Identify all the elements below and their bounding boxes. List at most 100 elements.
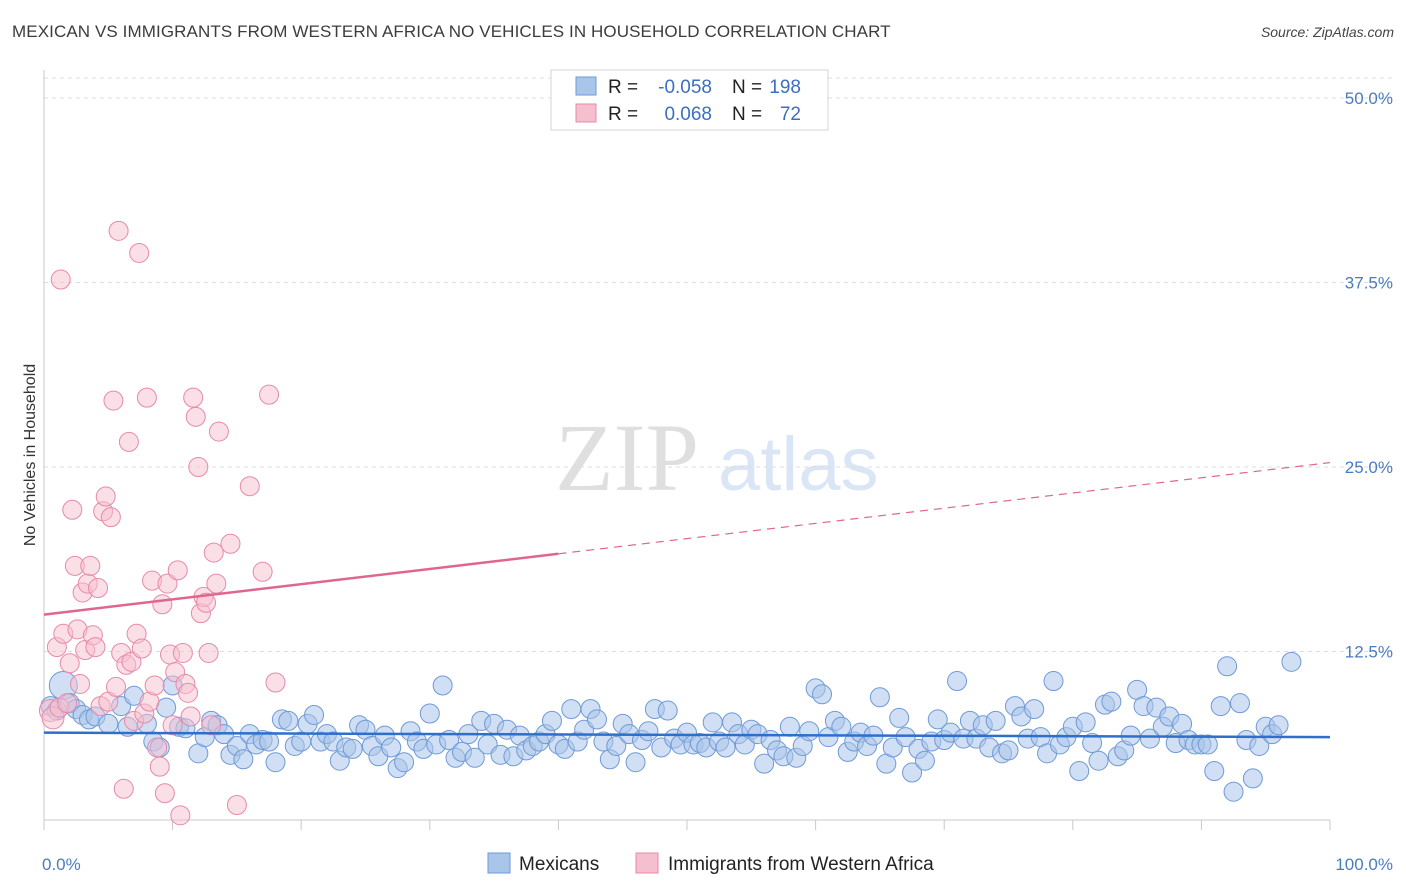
- point-western-africa-68: [239, 476, 260, 497]
- gridlines: [44, 77, 1393, 652]
- series-western-africa-points: [38, 220, 286, 826]
- bottom-legend-swatch-western-africa: [635, 852, 659, 874]
- trend-mexicans: [43, 731, 1331, 739]
- point-western-africa-34: [129, 242, 150, 263]
- point-mexicans-101: [715, 737, 736, 758]
- point-western-africa-70: [259, 384, 280, 405]
- point-western-africa-56: [185, 406, 206, 427]
- legend-r-value-1: -0.058: [658, 77, 712, 98]
- bottom-legend: Mexicans Immigrants from Western Africa: [487, 852, 934, 875]
- point-western-africa-23: [100, 507, 121, 528]
- point-mexicans-137: [947, 671, 968, 692]
- point-mexicans-149: [1024, 699, 1045, 720]
- point-western-africa-71: [265, 672, 286, 693]
- point-western-africa-67: [226, 795, 247, 816]
- watermark: ZIP atlas: [555, 404, 879, 511]
- legend-box: R = -0.058 N = 198 R = 0.068 N = 72: [550, 69, 829, 131]
- point-mexicans-37: [304, 704, 325, 725]
- point-mexicans-26: [233, 749, 254, 770]
- point-western-africa-54: [180, 706, 201, 727]
- point-mexicans-176: [1197, 734, 1218, 755]
- point-mexicans-145: [998, 740, 1019, 761]
- legend-n-value-2: 72: [780, 104, 801, 125]
- point-western-africa-6: [57, 693, 78, 714]
- point-western-africa-25: [106, 676, 127, 697]
- point-mexicans-116: [812, 684, 833, 705]
- point-mexicans-81: [586, 709, 607, 730]
- legend-n-label-1: N =: [732, 77, 762, 98]
- point-western-africa-24: [103, 390, 124, 411]
- bottom-legend-swatch-mexicans: [487, 852, 511, 874]
- point-mexicans-62: [464, 747, 485, 768]
- point-western-africa-40: [144, 675, 165, 696]
- legend-r-label-1: R =: [608, 77, 638, 98]
- point-mexicans-161: [1101, 691, 1122, 712]
- trend-western-africa-solid: [43, 552, 559, 616]
- point-western-africa-55: [183, 387, 204, 408]
- trend-western-africa-dashed: [558, 461, 1331, 555]
- point-western-africa-64: [206, 573, 227, 594]
- watermark-atlas: atlas: [718, 422, 879, 507]
- point-western-africa-15: [80, 555, 101, 576]
- point-western-africa-41: [147, 737, 168, 758]
- point-western-africa-11: [70, 673, 91, 694]
- point-mexicans-152: [1043, 671, 1064, 692]
- point-mexicans-188: [1281, 651, 1302, 672]
- point-western-africa-17: [85, 637, 106, 658]
- point-mexicans-179: [1217, 656, 1238, 677]
- point-mexicans-177: [1204, 761, 1225, 782]
- point-western-africa-28: [113, 778, 134, 799]
- bottom-legend-western-africa: Immigrants from Western Africa: [668, 854, 934, 875]
- point-western-africa-69: [252, 561, 273, 582]
- point-mexicans-178: [1210, 696, 1231, 717]
- point-mexicans-92: [657, 700, 678, 721]
- source-label: Source: ZipAtlas.com: [1260, 24, 1394, 40]
- y-axis-label: No Vehicles in Household: [22, 364, 39, 546]
- x-tick-marks: [43, 820, 1331, 830]
- legend-n-label-2: N =: [732, 104, 762, 125]
- point-western-africa-49: [167, 560, 188, 581]
- point-mexicans-134: [927, 709, 948, 730]
- y-tick-label-3: 50.0%: [1345, 89, 1393, 108]
- point-mexicans-128: [889, 707, 910, 728]
- point-western-africa-30: [118, 431, 139, 452]
- point-mexicans-129: [895, 727, 916, 748]
- point-mexicans-30: [259, 731, 280, 752]
- point-western-africa-26: [108, 220, 129, 241]
- point-mexicans-114: [799, 721, 820, 742]
- point-mexicans-107: [754, 753, 775, 774]
- point-mexicans-119: [831, 716, 852, 737]
- point-mexicans-8: [98, 713, 119, 734]
- point-mexicans-187: [1268, 715, 1289, 736]
- chart-title: MEXICAN VS IMMIGRANTS FROM WESTERN AFRIC…: [12, 22, 891, 41]
- point-mexicans-49: [381, 737, 402, 758]
- point-mexicans-77: [561, 699, 582, 720]
- point-western-africa-7: [59, 653, 80, 674]
- point-mexicans-57: [432, 675, 453, 696]
- point-mexicans-111: [779, 716, 800, 737]
- point-mexicans-180: [1223, 781, 1244, 802]
- point-mexicans-43: [342, 738, 363, 759]
- legend-swatch-mexicans: [575, 76, 597, 96]
- legend-n-value-1: 198: [769, 77, 801, 98]
- point-mexicans-167: [1139, 728, 1160, 749]
- point-western-africa-37: [136, 387, 157, 408]
- point-western-africa-4: [50, 269, 71, 290]
- point-western-africa-47: [162, 715, 183, 736]
- x-tick-label-max: 100.0%: [1335, 855, 1393, 874]
- point-western-africa-42: [149, 756, 170, 777]
- point-mexicans-143: [985, 710, 1006, 731]
- point-mexicans-159: [1088, 750, 1109, 771]
- point-western-africa-65: [208, 421, 229, 442]
- point-mexicans-55: [419, 703, 440, 724]
- point-western-africa-18: [88, 578, 109, 599]
- point-western-africa-57: [188, 457, 209, 477]
- point-western-africa-50: [170, 805, 191, 826]
- point-mexicans-157: [1075, 712, 1096, 733]
- y-tick-label-1: 25.0%: [1345, 458, 1393, 477]
- point-mexicans-84: [606, 735, 627, 756]
- point-mexicans-125: [869, 687, 890, 708]
- point-mexicans-99: [702, 712, 723, 733]
- point-western-africa-63: [203, 542, 224, 563]
